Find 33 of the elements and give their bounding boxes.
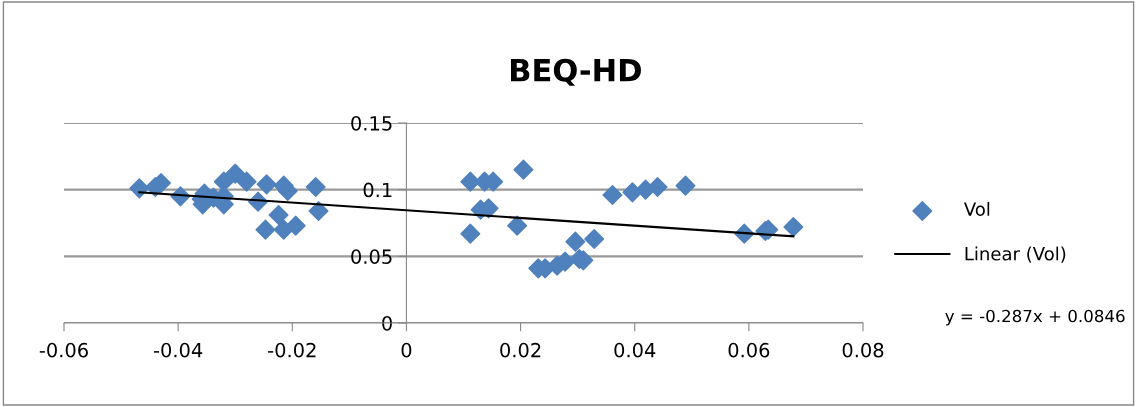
point bbox=[268, 204, 289, 226]
y-tick-label: 0.05 bbox=[351, 249, 392, 264]
point bbox=[507, 215, 528, 236]
y-tick-label: 0 bbox=[382, 315, 392, 331]
legend-label: Vol bbox=[963, 201, 990, 216]
point bbox=[236, 171, 257, 192]
point bbox=[256, 174, 277, 195]
x-tick-label: 0.08 bbox=[842, 342, 884, 358]
point bbox=[460, 223, 481, 244]
point bbox=[565, 231, 586, 252]
point bbox=[602, 184, 623, 206]
legend-label: Linear (Vol) bbox=[965, 246, 1066, 263]
point bbox=[213, 171, 234, 192]
point bbox=[305, 176, 326, 198]
x-tick-label: -0.06 bbox=[39, 342, 88, 358]
point bbox=[783, 216, 804, 238]
point bbox=[285, 215, 306, 236]
x-tick-label: 0.04 bbox=[614, 342, 656, 358]
point bbox=[513, 159, 534, 180]
point bbox=[647, 176, 668, 198]
point bbox=[255, 219, 276, 240]
x-tick-label: -0.04 bbox=[153, 342, 203, 358]
x-tick-label: 0.06 bbox=[728, 342, 770, 358]
x-tick-label: -0.02 bbox=[268, 342, 316, 358]
x-tick-label: 0 bbox=[401, 342, 412, 358]
y-tick-label: 0.15 bbox=[351, 115, 392, 131]
point bbox=[584, 228, 605, 250]
point bbox=[225, 163, 246, 184]
chart-title: BEQ-HD bbox=[511, 58, 641, 86]
point bbox=[675, 175, 696, 196]
x-tick-label: 0.02 bbox=[500, 342, 541, 358]
text: y = -0.287x + 0.0846 bbox=[945, 309, 1125, 326]
y-tick-label: 0.1 bbox=[363, 182, 392, 198]
